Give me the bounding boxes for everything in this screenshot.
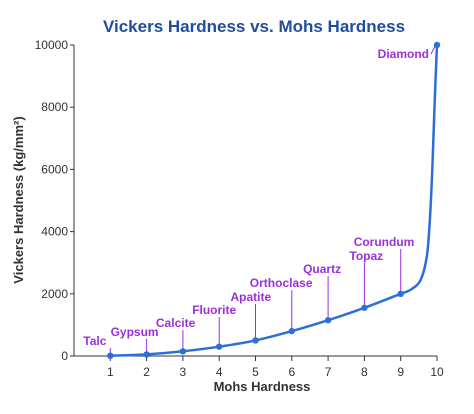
- data-point: [324, 317, 332, 324]
- x-tick-label: 10: [430, 365, 444, 379]
- point-label: Topaz: [349, 249, 383, 263]
- x-tick-label: 4: [216, 365, 223, 379]
- y-tick-label: 8000: [41, 100, 68, 114]
- point-label: Quartz: [303, 262, 341, 276]
- point-label: Gypsum: [111, 325, 159, 339]
- series-line: [110, 44, 439, 357]
- x-tick-label: 8: [361, 365, 368, 379]
- x-tick-label: 5: [252, 365, 259, 379]
- y-tick-label: 0: [61, 349, 68, 363]
- x-tick-label: 6: [288, 365, 295, 379]
- data-point: [107, 352, 114, 359]
- point-label: Diamond: [378, 47, 429, 61]
- leader-lines: [109, 45, 436, 353]
- y-axis-title: Vickers Hardness (kg/mm²): [11, 116, 26, 283]
- data-point: [143, 351, 150, 358]
- y-tick-label: 2000: [41, 287, 68, 301]
- point-label: Fluorite: [192, 303, 236, 317]
- data-point: [397, 290, 404, 297]
- data-point: [288, 327, 295, 335]
- data-point: [361, 304, 368, 311]
- data-point: [216, 343, 223, 350]
- x-tick-label: 2: [143, 365, 150, 379]
- point-label: Calcite: [156, 316, 196, 330]
- y-tick-label: 10000: [35, 38, 69, 52]
- series: [107, 41, 441, 359]
- data-point: [179, 348, 187, 355]
- x-tick-label: 1: [107, 365, 114, 379]
- point-label: Apatite: [231, 290, 272, 304]
- point-labels: Talc GypsumCalciteFluoriteApatiteOrthocla…: [83, 47, 429, 348]
- chart-title: Vickers Hardness vs. Mohs Hardness: [103, 17, 405, 36]
- x-tick-label: 7: [325, 365, 332, 379]
- point-label: Orthoclase: [250, 276, 313, 290]
- point-label: Corundum: [354, 235, 415, 249]
- point-label: Talc: [83, 334, 106, 348]
- x-tick-label: 9: [397, 365, 404, 379]
- x-axis-title: Mohs Hardness: [214, 379, 311, 394]
- y-tick-label: 6000: [41, 162, 68, 176]
- data-point: [433, 41, 441, 49]
- data-point: [252, 337, 259, 344]
- ticks: 1 2 3 4 5 6 7 8 9 10 0 2000 4000 6000 8000 10000: [35, 38, 444, 379]
- x-tick-label: 3: [180, 365, 187, 379]
- y-tick-label: 4000: [41, 225, 68, 239]
- leader-line: [430, 45, 436, 55]
